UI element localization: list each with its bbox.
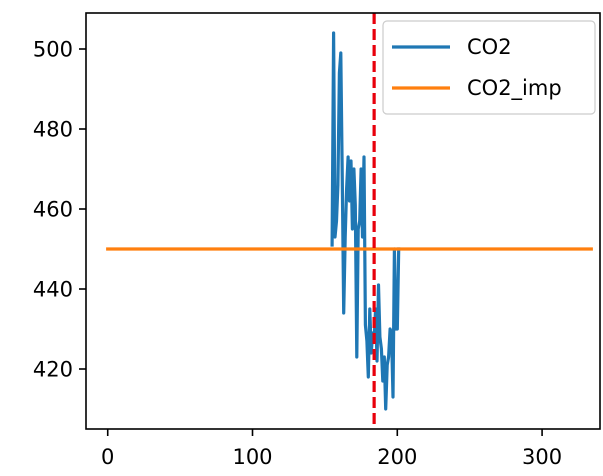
legend-label-co2: CO2 xyxy=(467,35,512,59)
x-tick-label: 200 xyxy=(377,445,417,469)
legend: CO2 CO2_imp xyxy=(383,21,595,114)
y-tick-label: 480 xyxy=(33,118,73,142)
y-tick-label: 460 xyxy=(33,198,73,222)
x-tick-label: 100 xyxy=(232,445,272,469)
legend-label-co2-imp: CO2_imp xyxy=(467,76,562,101)
y-tick-label: 440 xyxy=(33,278,73,302)
y-tick-label: 420 xyxy=(33,358,73,382)
y-tick-label: 500 xyxy=(33,38,73,62)
x-tick-label: 300 xyxy=(522,445,562,469)
x-tick-label: 0 xyxy=(101,445,114,469)
